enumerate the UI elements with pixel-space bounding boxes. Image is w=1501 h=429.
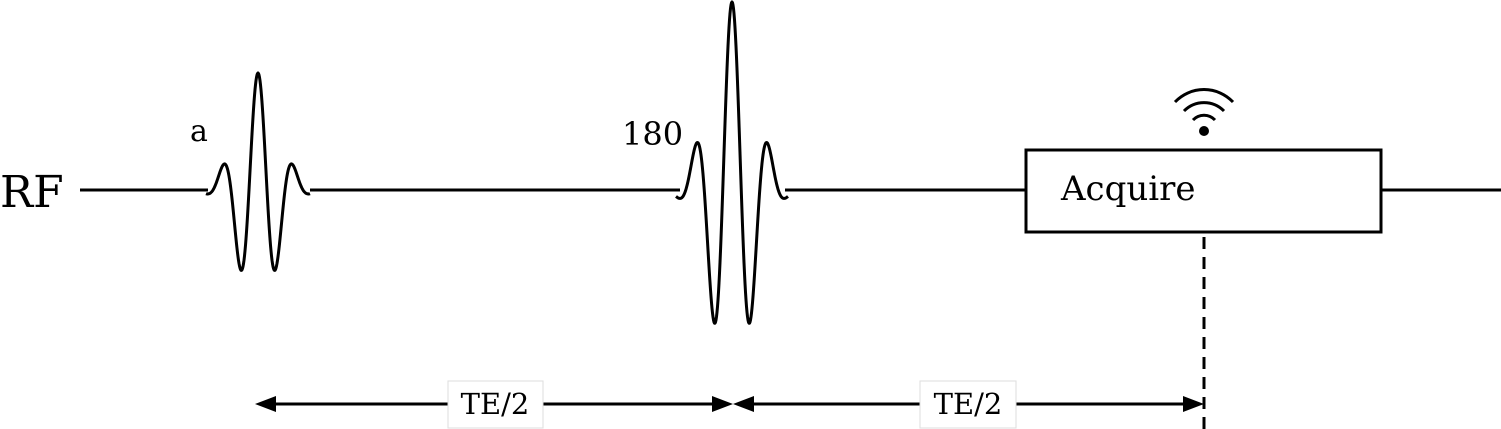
acquire-label: Acquire [1060,169,1196,209]
excitation-pulse-waveform [205,71,311,272]
refocusing-pulse-waveform [675,0,789,325]
interval-2-arrow [733,396,1204,412]
interval-2-label: TE/2 [934,387,1003,421]
interval-1-label-box [447,380,544,429]
wifi-signal-icon [1173,88,1235,136]
interval-1-label: TE/2 [461,387,530,421]
acquire-box [1024,148,1383,234]
interval-1-arrow [255,396,733,412]
rf-label: RF [0,167,64,218]
refocusing-pulse-label: 180 [622,115,683,153]
interval-2-label-box [919,380,1017,429]
excitation-pulse-label: a [190,114,208,149]
